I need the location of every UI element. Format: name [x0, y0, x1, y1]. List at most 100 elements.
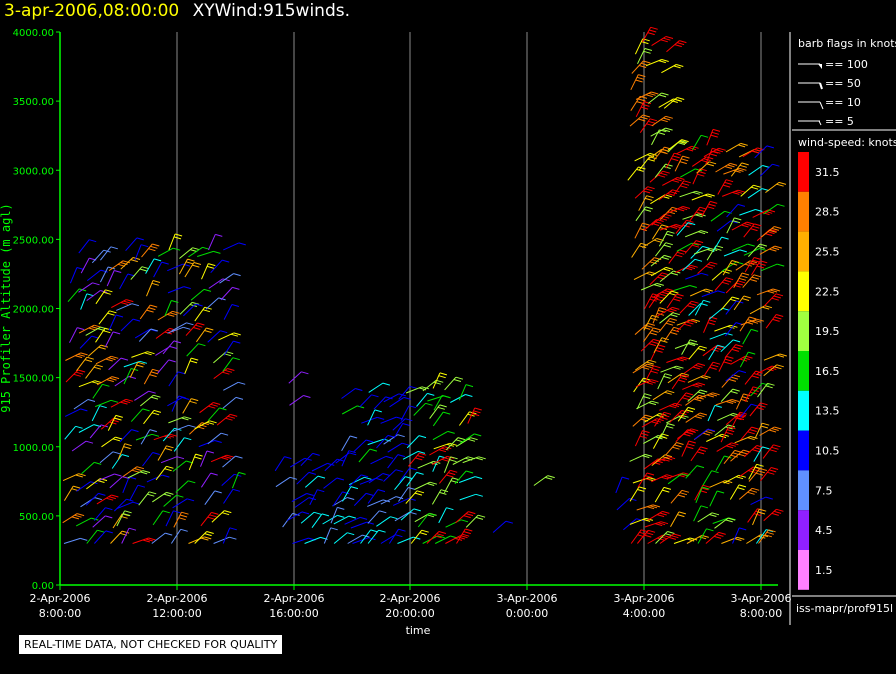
wind-barb: [759, 163, 780, 177]
wind-barb: [644, 521, 669, 528]
wind-barb: [300, 452, 320, 467]
wind-barb: [78, 282, 100, 293]
wind-barb: [660, 365, 684, 373]
wind-barb: [341, 388, 363, 399]
wind-barb: [634, 186, 655, 199]
wind-barb: [367, 438, 391, 446]
wind-barb: [432, 430, 455, 441]
wind-barb: [674, 155, 690, 172]
wind-barb: [722, 260, 739, 276]
wind-barb: [135, 433, 160, 441]
wind-barb: [709, 490, 725, 507]
wind-barb: [718, 355, 734, 372]
wind-barb: [122, 476, 137, 493]
wind-barb: [197, 250, 221, 257]
wind-barb: [142, 452, 160, 467]
wind-barb: [647, 510, 670, 521]
wind-barb: [431, 489, 449, 505]
wind-barb: [368, 473, 391, 484]
wind-barb: [687, 389, 708, 402]
wind-barb: [685, 465, 705, 479]
svg-text:== 10: == 10: [825, 96, 861, 109]
wind-barb: [344, 516, 368, 525]
wind-barb: [311, 462, 335, 472]
wind-barb: [116, 510, 132, 527]
wind-barb: [341, 405, 365, 415]
wind-barb: [459, 433, 482, 444]
wind-barb: [760, 226, 782, 238]
wind-barb: [740, 426, 759, 441]
wind-barb: [670, 511, 687, 527]
wind-barb: [690, 245, 710, 259]
wind-barb: [324, 458, 345, 472]
wind-barb: [408, 452, 427, 467]
wind-barb: [367, 529, 386, 544]
wind-barb: [195, 327, 214, 343]
wind-barb: [172, 424, 196, 432]
wind-barb: [348, 476, 372, 486]
wind-barb: [342, 486, 359, 502]
wind-barb: [287, 511, 310, 521]
wind-barb: [171, 395, 186, 412]
wind-barb: [333, 532, 355, 544]
wind-barb: [675, 319, 696, 333]
wind-barb: [689, 288, 713, 297]
wind-barb: [380, 496, 404, 505]
wind-barb: [654, 486, 672, 503]
wind-barb: [167, 397, 190, 407]
wind-barb: [676, 222, 696, 236]
wind-barb: [644, 293, 660, 310]
wind-barb: [152, 491, 174, 503]
wind-barb: [138, 328, 159, 342]
wind-barb: [194, 420, 217, 430]
wind-barb: [634, 322, 655, 335]
wind-barb: [756, 288, 781, 296]
wind-barb: [167, 286, 191, 294]
wind-barb: [696, 161, 717, 174]
wind-barb: [731, 221, 754, 231]
wind-barb: [730, 355, 753, 365]
wind-barb: [141, 243, 160, 258]
wind-barb: [184, 262, 202, 278]
wind-barb: [332, 497, 355, 507]
wind-barb: [687, 375, 711, 383]
wind-barb: [172, 460, 194, 472]
wind-barb: [679, 300, 699, 314]
wind-barb: [739, 351, 756, 368]
x-tick-label-date: 3-Apr-2006: [730, 592, 791, 605]
wind-barb: [647, 92, 669, 104]
wind-barb: [80, 293, 94, 310]
wind-barb: [702, 470, 719, 486]
wind-barb: [657, 306, 680, 317]
wind-barb: [462, 456, 486, 464]
wind-barb: [98, 473, 122, 481]
wind-barb: [760, 467, 779, 482]
wind-barb: [152, 510, 170, 526]
wind-barb: [627, 166, 646, 181]
wind-barb: [359, 477, 383, 485]
wind-barb: [106, 270, 122, 287]
wind-barb: [750, 496, 773, 506]
wind-barb: [414, 481, 438, 490]
wind-barb: [715, 399, 740, 406]
wind-barb: [716, 442, 739, 452]
wind-barb: [695, 486, 710, 503]
wind-barb: [388, 528, 406, 544]
wind-barb: [194, 306, 212, 322]
wind-barb: [188, 536, 212, 544]
wind-barb: [422, 379, 444, 392]
wind-barb: [748, 243, 768, 257]
wind-barb: [189, 422, 209, 435]
wind-barb: [754, 145, 775, 159]
wind-barb: [175, 480, 196, 493]
wind-barb: [400, 508, 421, 521]
x-tick-label-date: 2-Apr-2006: [379, 592, 440, 605]
wind-barb: [71, 440, 94, 452]
wind-barb: [758, 529, 776, 544]
wind-barb: [706, 433, 729, 442]
wind-barb: [632, 414, 653, 427]
wind-barb: [393, 423, 410, 439]
wind-barb: [143, 368, 160, 385]
wind-barb: [454, 470, 474, 485]
wind-barb: [410, 529, 429, 544]
